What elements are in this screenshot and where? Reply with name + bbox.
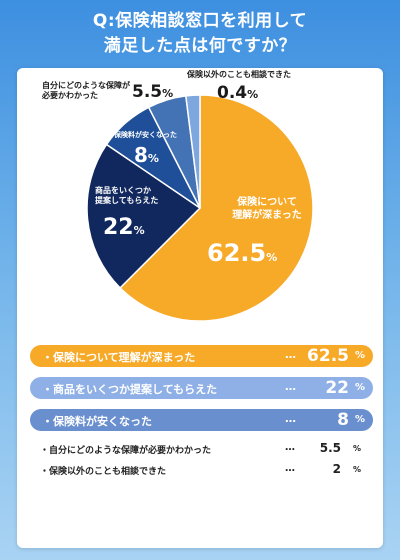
slice-5-value-number: 0.4 bbox=[217, 83, 248, 103]
pie-slice-1 bbox=[119, 94, 314, 322]
legend-unit: % bbox=[352, 465, 361, 474]
slice-3-label: 保険料が安くなった bbox=[114, 131, 177, 139]
legend-value: 22 bbox=[325, 378, 349, 398]
slice-4-label-line2: 必要かわかった bbox=[42, 91, 98, 100]
legend-row-2: ・商品をいくつか提案してもらえた … 22 % bbox=[30, 377, 373, 399]
legend-value: 2 bbox=[332, 462, 341, 476]
legend-unit: % bbox=[354, 414, 365, 425]
legend-row-3: ・保険料が安くなった … 8 % bbox=[30, 409, 373, 431]
legend-label: ・保険以外のことも相談できた bbox=[40, 467, 167, 477]
slice-1-value-unit: % bbox=[266, 251, 278, 264]
slice-2-value: 22% bbox=[103, 214, 145, 242]
legend-label: ・保険料が安くなった bbox=[42, 415, 152, 428]
slice-1-label: 保険について 理解が深まった bbox=[222, 197, 312, 222]
slice-1-label-line2: 理解が深まった bbox=[232, 209, 302, 221]
title-line-1: Q:保険相談窓口を利用して bbox=[92, 11, 308, 31]
title-line-2: 満足した点は何ですか？ bbox=[103, 36, 297, 56]
slice-2-label-line2: 提案してもらえた bbox=[95, 196, 159, 205]
legend-label: ・商品をいくつか提案してもらえた bbox=[42, 383, 218, 396]
slice-4-value-number: 5.5 bbox=[132, 82, 163, 102]
legend-unit: % bbox=[354, 350, 365, 361]
slice-1-value: 62.5% bbox=[207, 238, 277, 268]
legend-unit: % bbox=[352, 444, 361, 453]
slice-3-value: 8% bbox=[134, 143, 159, 168]
slice-5-value: 0.4% bbox=[217, 83, 258, 104]
legend-row-4: ・自分にどのような保障が必要かわかった … 5.5 % bbox=[30, 441, 373, 459]
slice-2-value-unit: % bbox=[133, 224, 145, 237]
slice-1-label-line1: 保険について bbox=[237, 197, 297, 208]
pie-chart bbox=[86, 94, 314, 322]
legend-dots: … bbox=[285, 412, 296, 425]
page-header: Q:保険相談窓口を利用して 満足した点は何ですか？ bbox=[0, 0, 400, 62]
slice-4-value: 5.5% bbox=[132, 82, 173, 103]
legend-row-5: ・保険以外のことも相談できた … 2 % bbox=[30, 462, 373, 480]
legend-dots: … bbox=[285, 463, 295, 474]
legend-row-1: ・保険について理解が深まった … 62.5 % bbox=[30, 345, 373, 367]
slice-1-value-number: 62.5 bbox=[207, 239, 267, 267]
chart-card: 保険について 理解が深まった 62.5% 商品をいくつか 提案してもらえた 22… bbox=[17, 68, 383, 548]
legend-value: 8 bbox=[337, 410, 349, 430]
slice-2-label: 商品をいくつか 提案してもらえた bbox=[95, 186, 158, 206]
legend-label: ・保険について理解が深まった bbox=[42, 351, 196, 364]
legend-dots: … bbox=[285, 442, 295, 453]
pie-slice-5 bbox=[184, 94, 201, 209]
legend-label: ・自分にどのような保障が必要かわかった bbox=[40, 446, 212, 456]
slice-4-label-line1: 自分にどのような保障が bbox=[42, 81, 130, 90]
slice-3-value-number: 8 bbox=[134, 143, 148, 167]
slice-5-label: 保険以外のことも相談できた bbox=[187, 70, 291, 79]
pie-slice-2 bbox=[86, 143, 202, 289]
slice-2-label-line1: 商品をいくつか bbox=[95, 186, 151, 195]
slice-5-value-unit: % bbox=[247, 88, 259, 101]
legend-value: 62.5 bbox=[307, 346, 349, 366]
legend-dots: … bbox=[285, 380, 296, 393]
legend-value: 5.5 bbox=[319, 441, 341, 455]
legend-dots: … bbox=[285, 348, 296, 361]
slice-4-label: 自分にどのような保障が 必要かわかった bbox=[42, 81, 130, 101]
slice-3-value-unit: % bbox=[147, 152, 159, 165]
slice-4-value-unit: % bbox=[162, 87, 174, 100]
legend-unit: % bbox=[354, 382, 365, 393]
slice-2-value-number: 22 bbox=[103, 215, 134, 240]
